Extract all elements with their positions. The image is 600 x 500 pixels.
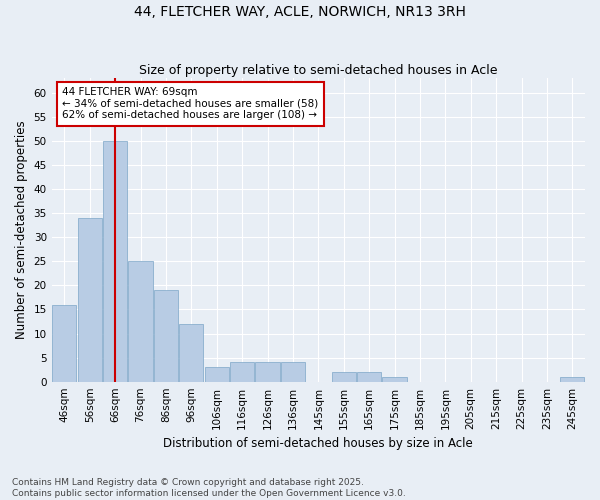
Bar [52, 304, 76, 382]
Text: 44, FLETCHER WAY, ACLE, NORWICH, NR13 3RH: 44, FLETCHER WAY, ACLE, NORWICH, NR13 3R… [134, 5, 466, 19]
Bar [77, 218, 102, 382]
Y-axis label: Number of semi-detached properties: Number of semi-detached properties [15, 120, 28, 339]
Bar [128, 261, 152, 382]
Text: Contains HM Land Registry data © Crown copyright and database right 2025.
Contai: Contains HM Land Registry data © Crown c… [12, 478, 406, 498]
Bar [281, 362, 305, 382]
Bar [154, 290, 178, 382]
Bar [256, 362, 280, 382]
Bar [179, 324, 203, 382]
Bar [103, 141, 127, 382]
X-axis label: Distribution of semi-detached houses by size in Acle: Distribution of semi-detached houses by … [163, 437, 473, 450]
Bar [205, 367, 229, 382]
Bar [357, 372, 381, 382]
Bar [230, 362, 254, 382]
Bar [382, 377, 407, 382]
Bar [560, 377, 584, 382]
Text: 44 FLETCHER WAY: 69sqm
← 34% of semi-detached houses are smaller (58)
62% of sem: 44 FLETCHER WAY: 69sqm ← 34% of semi-det… [62, 88, 319, 120]
Title: Size of property relative to semi-detached houses in Acle: Size of property relative to semi-detach… [139, 64, 497, 77]
Bar [332, 372, 356, 382]
